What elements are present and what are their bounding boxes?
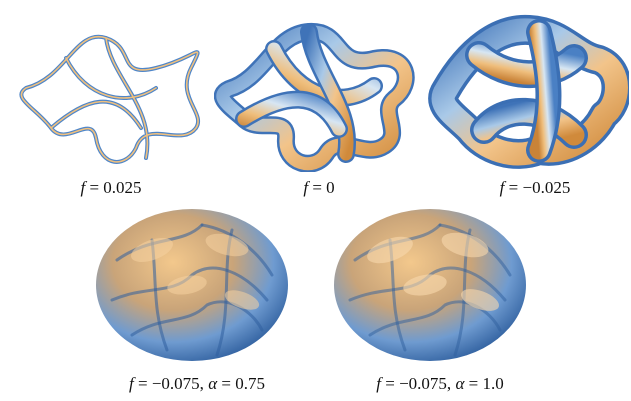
knot-image-thin [19,34,200,164]
caption-var: f [129,374,134,393]
caption-panel-2: f = 0 [264,178,374,198]
knot-panel-blob-a [92,200,292,365]
caption-eq: = −0.025 [504,178,571,197]
knot-panel-medium [214,14,424,172]
caption-panel-1: f = 0.025 [56,178,166,198]
caption-var: f [499,178,505,197]
caption-extra: = 1.0 [464,374,504,393]
caption-panel-5: f = −0.075, α = 1.0 [350,374,530,394]
knot-image-blob-b [334,209,526,361]
caption-eq: = −0.075, [381,374,456,393]
caption-eq: = −0.075, [133,374,209,393]
caption-extra: = 0.75 [217,374,265,393]
knot-panel-thick [424,10,629,172]
knot-image-medium [214,23,415,172]
knot-image-thick [428,14,629,169]
knot-panel-thin [6,18,216,168]
caption-var: f [376,374,381,393]
caption-var: f [303,178,309,197]
caption-eq: = 0 [308,178,335,197]
caption-panel-3: f = −0.025 [470,178,600,198]
knot-image-blob-a [96,209,288,361]
caption-panel-4: f = −0.075, α = 0.75 [102,374,292,394]
caption-eq: = 0.025 [85,178,142,197]
caption-extra-var: α [455,374,465,393]
knot-panel-blob-b [330,200,530,365]
caption-extra-var: α [208,374,218,393]
caption-var: f [80,178,86,197]
